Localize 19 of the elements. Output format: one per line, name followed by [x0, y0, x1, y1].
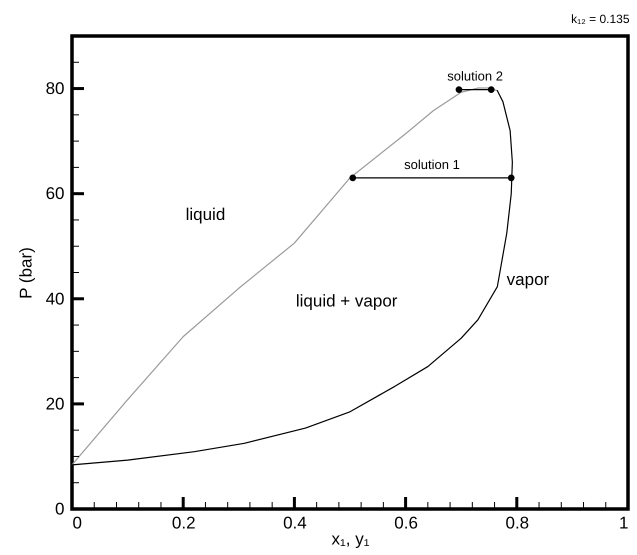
x-tick-label: 0.4 [283, 514, 307, 532]
annotation: solution 2 [447, 68, 503, 84]
text: k₁₂ = 0.135 [571, 12, 630, 26]
x-tick-label: 0.6 [394, 514, 418, 532]
annotation: liquid [186, 204, 226, 224]
x-tick-label: 0.2 [172, 514, 196, 532]
y-tick-label: 40 [46, 289, 64, 308]
annotation: vapor [506, 270, 550, 290]
x-tick-label: 0.8 [505, 514, 530, 532]
annotation: solution 1 [404, 156, 460, 172]
x-tick-label: 1 [619, 514, 628, 532]
y-tick-label: 80 [46, 79, 64, 98]
y-tick-label: 0 [55, 500, 64, 518]
y-tick-label: 20 [46, 394, 64, 414]
y-tick-label: 60 [46, 184, 64, 204]
x-tick-label: 0 [72, 514, 82, 532]
y-axis-title: P (bar) [16, 247, 36, 299]
annotation: liquid + vapor [296, 291, 398, 310]
x-axis-title: x₁, y₁ [332, 530, 370, 548]
